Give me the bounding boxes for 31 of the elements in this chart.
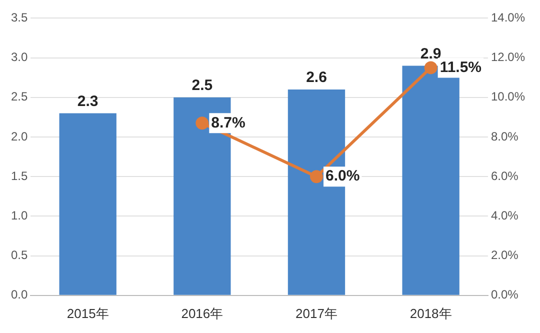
- point: [424, 61, 438, 74]
- y-tick-label: 3.0: [10, 50, 28, 64]
- y-tick-label: 2.5: [10, 90, 28, 104]
- data-label: 2.3: [77, 92, 98, 110]
- bar: [59, 113, 116, 295]
- data-label: 8.7%: [211, 114, 246, 132]
- y-tick-label: 0.5: [10, 248, 28, 262]
- data-label: 2.9: [420, 45, 442, 62]
- x-tick-label: 2016年: [181, 306, 224, 321]
- y2-tick-label: 4.0%: [490, 208, 519, 223]
- point: [196, 116, 209, 130]
- y2-tick-label: 6.0%: [490, 168, 519, 183]
- data-label: 2.6: [306, 69, 327, 86]
- y2-tick-label: 2.0%: [490, 248, 519, 262]
- y-tick-label: 2.0: [10, 129, 28, 144]
- x-tick-label: 2017年: [296, 306, 338, 321]
- point: [310, 170, 323, 184]
- y2-tick-label: 14.0%: [490, 10, 526, 25]
- y2-tick-label: 10.0%: [490, 90, 526, 104]
- data-label: 6.0%: [325, 168, 360, 185]
- x-tick-label: 2015年: [66, 306, 109, 321]
- y2-tick-label: 12.0%: [490, 50, 526, 64]
- x-tick-label: 2018年: [410, 306, 452, 321]
- data-label: 2.5: [192, 77, 213, 94]
- data-label: 11.5%: [440, 58, 482, 76]
- y-tick-label: 3.5: [10, 10, 28, 25]
- y-tick-label: 1.0: [10, 208, 28, 223]
- y2-tick-label: 0.0%: [490, 288, 519, 302]
- y2-tick-label: 8.0%: [490, 129, 519, 144]
- y-tick-label: 0.0: [10, 288, 28, 302]
- y-tick-label: 1.5: [10, 168, 28, 183]
